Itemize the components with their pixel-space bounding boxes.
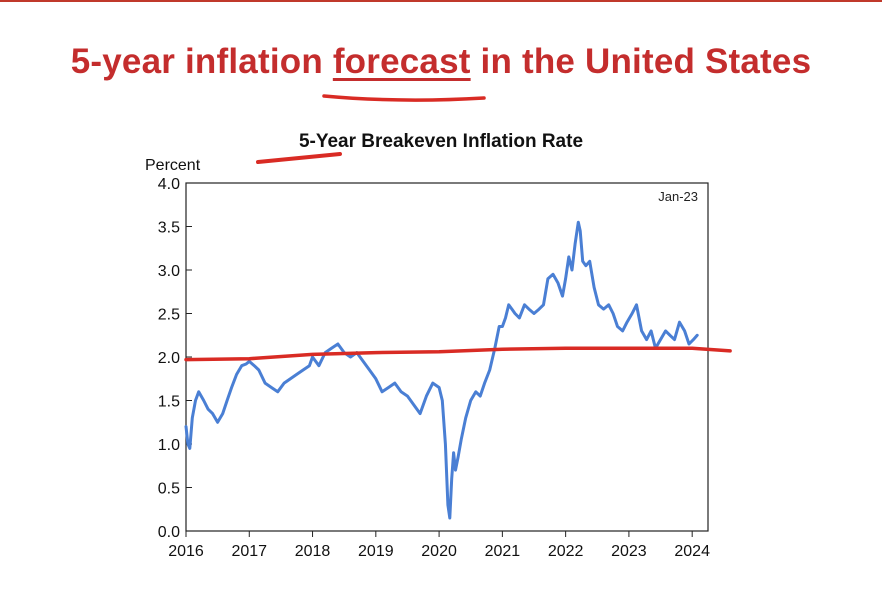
y-tick-label: 2.0 <box>158 350 180 367</box>
slide-title-pre: 5-year inflation <box>70 42 333 81</box>
x-tick-label: 2016 <box>168 543 204 560</box>
y-tick-label: 1.5 <box>158 394 180 411</box>
y-tick-label: 3.5 <box>158 220 180 237</box>
y-tick-label: 0.5 <box>158 481 180 498</box>
x-tick-label: 2019 <box>358 543 394 560</box>
y-axis-unit-label: Percent <box>145 157 201 174</box>
x-tick-label: 2018 <box>295 543 331 560</box>
chart-title-underline-marker <box>256 152 342 164</box>
y-axis: 0.0 0.5 1.0 1.5 2.0 2.5 3.0 3.5 4.0 <box>158 176 192 541</box>
x-tick-label: 2023 <box>611 543 647 560</box>
x-axis: 2016 2017 2018 2019 2020 2021 2022 2023 2024 <box>168 531 710 560</box>
highlight-2pct-line <box>184 346 732 362</box>
chart-title: 5-Year Breakeven Inflation Rate <box>299 131 583 152</box>
y-tick-label: 1.0 <box>158 437 180 454</box>
slide-title: 5-year inflation forecast in the United … <box>0 42 882 82</box>
series-line <box>184 220 699 520</box>
top-accent-rule <box>0 0 882 2</box>
highlight-layer <box>184 346 732 362</box>
slide-title-post: in the United States <box>470 42 812 81</box>
y-tick-label: 3.0 <box>158 263 180 280</box>
title-underline-marker <box>322 94 486 102</box>
x-tick-label: 2022 <box>548 543 584 560</box>
x-tick-label: 2021 <box>485 543 521 560</box>
slide-title-emphasis: forecast <box>332 42 471 81</box>
y-tick-label: 4.0 <box>158 176 180 193</box>
y-tick-label: 0.0 <box>158 524 180 541</box>
x-tick-label: 2024 <box>674 543 710 560</box>
x-tick-label: 2017 <box>231 543 267 560</box>
y-tick-label: 2.5 <box>158 307 180 324</box>
x-tick-label: 2020 <box>421 543 457 560</box>
series-layer <box>184 220 699 520</box>
date-annotation: Jan-23 <box>658 189 698 204</box>
